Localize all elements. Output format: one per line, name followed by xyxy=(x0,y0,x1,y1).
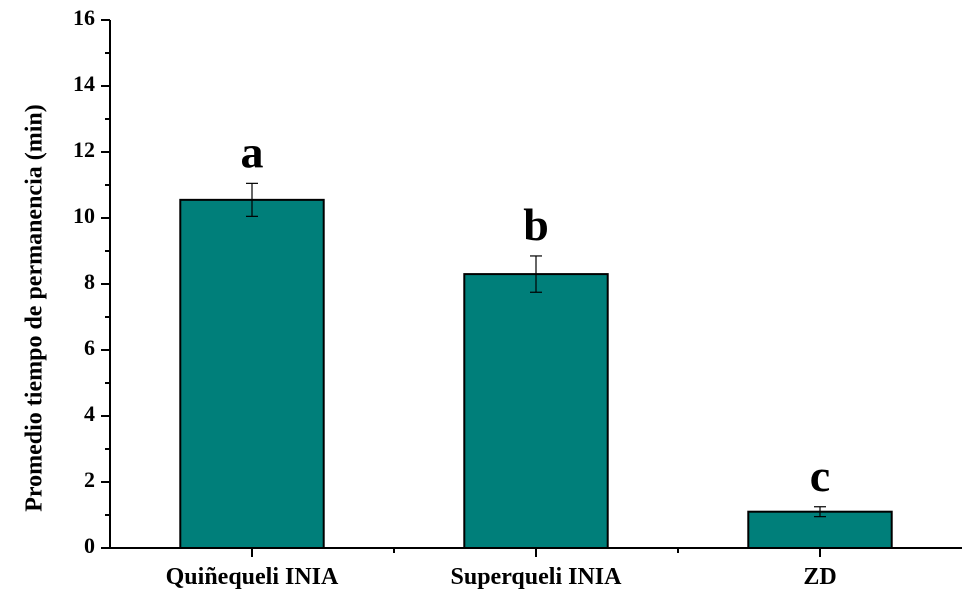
y-axis-label: Promedio tiempo de permanencia (min) xyxy=(22,104,48,512)
y-tick-label: 14 xyxy=(73,71,95,96)
y-tick-label: 6 xyxy=(84,335,95,360)
error-bars xyxy=(246,182,826,518)
category-label: Quiñequeli INIA xyxy=(166,564,339,590)
bar-3 xyxy=(747,510,893,550)
category-label: Superqueli INIA xyxy=(451,564,623,590)
x-ticks xyxy=(251,548,821,557)
significance-letter: c xyxy=(810,450,830,501)
bars xyxy=(179,198,893,550)
y-tick-label: 10 xyxy=(73,203,95,228)
y-ticks: 0 2 4 6 8 10 12 14 16 xyxy=(73,5,110,558)
bar-2 xyxy=(463,273,609,549)
y-tick-label: 16 xyxy=(73,5,95,30)
significance-letter: b xyxy=(523,199,549,250)
y-tick-label: 0 xyxy=(84,533,95,558)
category-labels: Quiñequeli INIA Superqueli INIA ZD xyxy=(166,564,837,590)
bar-1 xyxy=(179,198,325,549)
y-tick-label: 4 xyxy=(84,401,95,426)
y-tick-label: 2 xyxy=(84,467,95,492)
significance-letter: a xyxy=(241,126,264,177)
y-tick-label: 8 xyxy=(84,269,95,294)
y-tick-label: 12 xyxy=(73,137,95,162)
significance-letters: a b c xyxy=(241,126,831,500)
category-label: ZD xyxy=(803,564,836,590)
